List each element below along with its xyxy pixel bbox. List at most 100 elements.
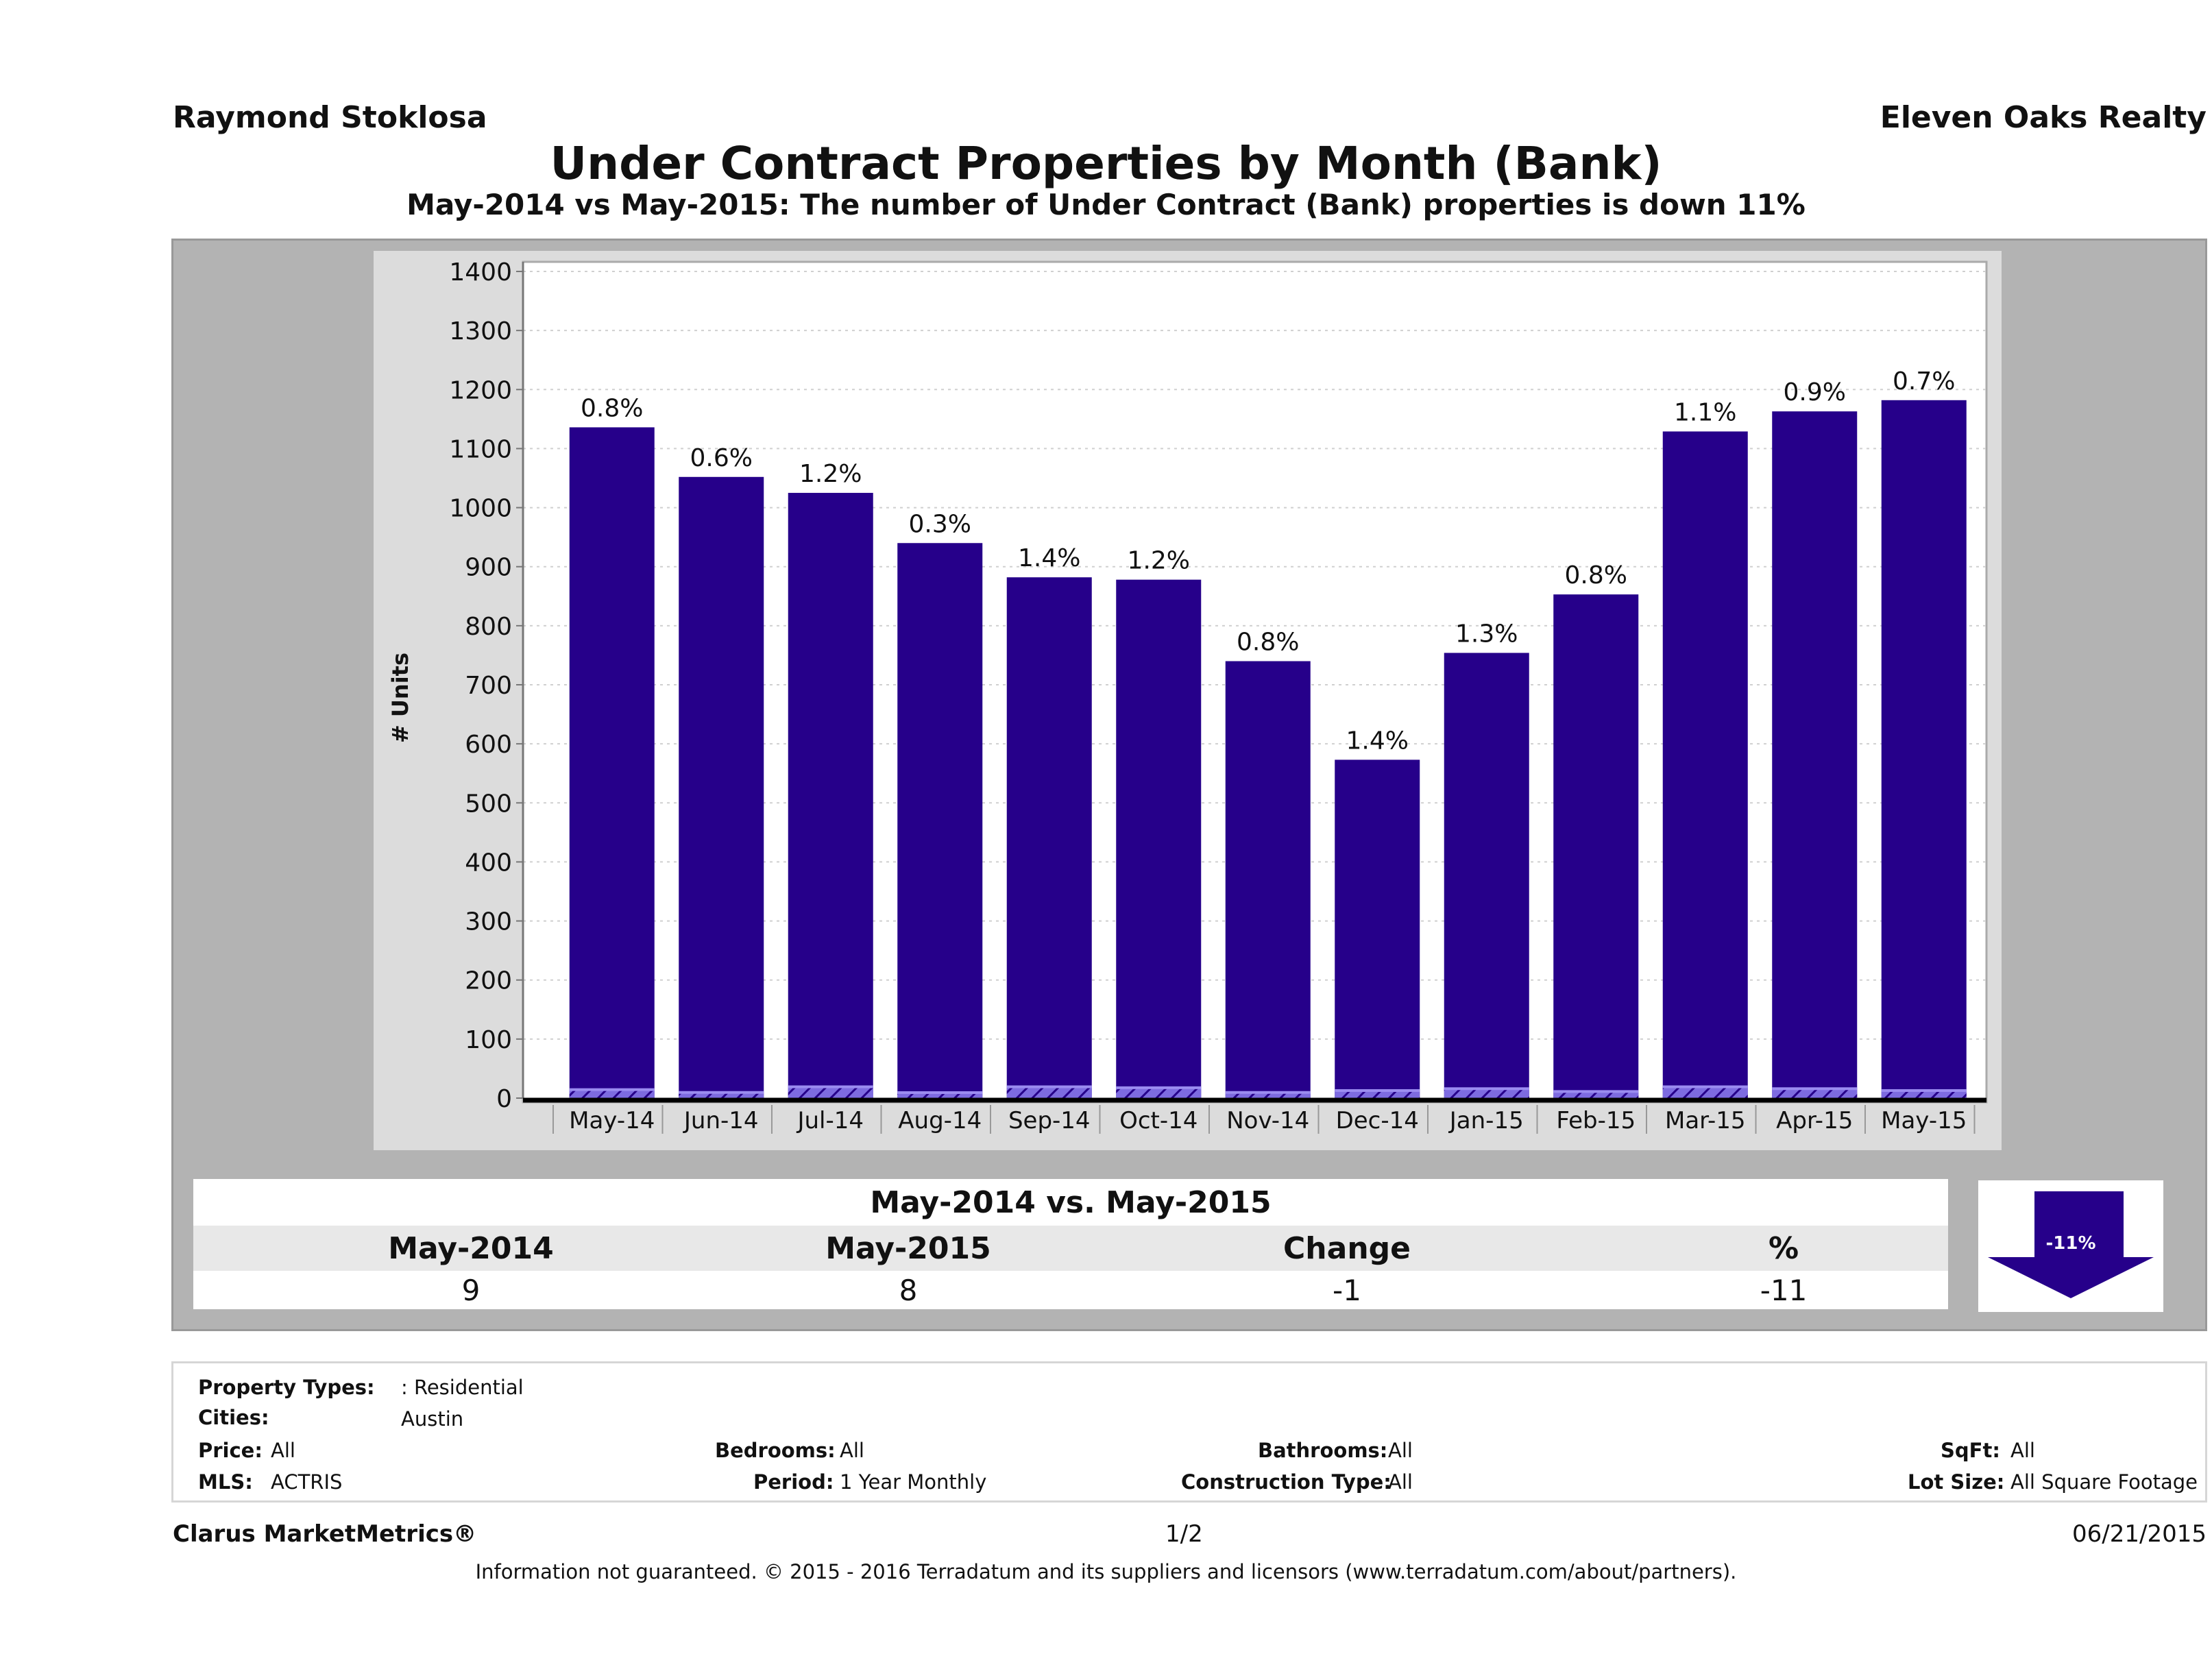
y-axis-title: # Units xyxy=(387,653,413,743)
data-label: 1.4% xyxy=(1346,727,1409,755)
summary-table: May-2014 vs. May-2015 May-2014 May-2015 … xyxy=(193,1179,1948,1316)
x-tick-label: Nov-14 xyxy=(1226,1107,1309,1134)
bar-bank xyxy=(1335,1090,1420,1098)
summary-header-row: May-2014 May-2015 Change % xyxy=(193,1226,1948,1271)
x-tick-label: Sep-14 xyxy=(1008,1107,1091,1134)
filter-value-bathrooms: All xyxy=(1388,1439,1413,1462)
filter-value-price: All xyxy=(271,1439,295,1462)
data-label: 1.2% xyxy=(799,460,862,488)
down-arrow-icon: -11% xyxy=(1988,1191,2154,1298)
summary-value-may-2014: 9 xyxy=(461,1273,481,1307)
bar-chart: 0.8% 0.6% 1.2% 0.3% 1.4% 1.2% 0.8% 1.4% 1.3% 0.8%… xyxy=(387,258,1988,1134)
summary-title-row: May-2014 vs. May-2015 xyxy=(193,1179,1948,1226)
bar-bank xyxy=(1444,1089,1529,1098)
y-tick-label: 1200 xyxy=(449,376,512,404)
filter-label-bathrooms: Bathrooms: xyxy=(1258,1439,1388,1462)
y-tick-label: 100 xyxy=(465,1026,512,1054)
bar-total xyxy=(1444,653,1529,1098)
summary-header-change: Change xyxy=(1283,1230,1411,1266)
summary-header-percent: % xyxy=(1768,1230,1799,1266)
bar-bank xyxy=(1006,1086,1092,1098)
y-tick-label: 1100 xyxy=(449,435,512,463)
bar-total xyxy=(569,427,655,1098)
data-label: 1.3% xyxy=(1455,620,1518,648)
x-tick-label: Jan-15 xyxy=(1448,1107,1524,1134)
summary-header-may-2014: May-2014 xyxy=(388,1230,554,1266)
x-tick-label: Mar-15 xyxy=(1665,1107,1746,1134)
data-label: 0.7% xyxy=(1893,367,1955,396)
filter-label-period: Period: xyxy=(753,1470,834,1494)
data-label: 0.8% xyxy=(1565,561,1627,589)
x-tick-label: Feb-15 xyxy=(1556,1107,1636,1134)
y-tick-label: 200 xyxy=(465,967,512,995)
filters-panel: Property Types: : Residential Cities: Au… xyxy=(171,1361,2207,1503)
bar-total xyxy=(1662,431,1748,1098)
filter-label-cities: Cities: xyxy=(198,1406,269,1429)
bar-total xyxy=(1116,579,1202,1098)
data-label: 1.2% xyxy=(1128,547,1190,575)
footer-disclaimer: Information not guaranteed. © 2015 - 201… xyxy=(475,1560,1737,1583)
y-tick-label: 700 xyxy=(465,672,512,700)
filter-value-construction-type: All xyxy=(1388,1470,1413,1494)
data-label: 0.8% xyxy=(581,394,643,422)
bar-total xyxy=(1006,577,1092,1098)
filter-value-lot-size: All Square Footage xyxy=(2010,1470,2198,1494)
summary-value-may-2015: 8 xyxy=(899,1273,918,1307)
bar-total xyxy=(788,493,873,1098)
company-name: Eleven Oaks Realty xyxy=(1880,100,2207,135)
y-tick-label: 600 xyxy=(465,731,512,759)
bar-total xyxy=(1772,411,1858,1098)
data-label: 0.6% xyxy=(690,444,753,472)
filter-label-sqft: SqFt: xyxy=(1941,1439,2000,1462)
bar-bank xyxy=(569,1089,655,1098)
bar-total xyxy=(679,476,764,1098)
y-tick-label: 400 xyxy=(465,849,512,877)
page-number: 1/2 xyxy=(1165,1520,1203,1548)
filter-label-bedrooms: Bedrooms: xyxy=(715,1439,836,1462)
summary-header-may-2015: May-2015 xyxy=(825,1230,991,1266)
y-tick-label: 1300 xyxy=(449,317,512,345)
bar-bank xyxy=(679,1092,764,1098)
bar-total xyxy=(897,543,983,1098)
y-tick-label: 300 xyxy=(465,908,512,936)
summary-value-change: -1 xyxy=(1333,1273,1361,1307)
filter-value-property-types: : Residential xyxy=(401,1376,524,1399)
chart-subtitle: May-2014 vs May-2015: The number of Unde… xyxy=(406,188,1806,221)
summary-value-percent: -11 xyxy=(1760,1273,1808,1307)
data-label: 0.3% xyxy=(909,510,971,538)
data-label: 0.8% xyxy=(1237,629,1299,657)
filter-value-bedrooms: All xyxy=(840,1439,864,1462)
filter-label-construction-type: Construction Type: xyxy=(1181,1470,1391,1494)
bar-bank xyxy=(1881,1090,1967,1098)
filter-value-sqft: All xyxy=(2010,1439,2035,1462)
bar-bank xyxy=(897,1093,983,1098)
bar-bank xyxy=(788,1086,873,1098)
agent-name: Raymond Stoklosa xyxy=(173,100,487,135)
data-label: 1.4% xyxy=(1018,544,1080,572)
bar-total xyxy=(1553,594,1639,1098)
footer-brand: Clarus MarketMetrics® xyxy=(173,1520,477,1548)
x-tick-label: May-14 xyxy=(569,1107,655,1134)
report-date: 06/21/2015 xyxy=(2072,1520,2207,1548)
bar-bank xyxy=(1772,1089,1858,1098)
y-tick-label: 0 xyxy=(496,1085,512,1113)
filter-label-mls: MLS: xyxy=(198,1470,253,1494)
x-tick-label: Oct-14 xyxy=(1119,1107,1198,1134)
change-indicator-label: -11% xyxy=(2045,1233,2095,1254)
bar-total xyxy=(1881,400,1967,1098)
data-label: 1.1% xyxy=(1674,398,1736,426)
filter-label-lot-size: Lot Size: xyxy=(1908,1470,2005,1494)
change-indicator: -11% xyxy=(1978,1180,2163,1312)
bar-bank xyxy=(1662,1086,1748,1098)
filter-value-period: 1 Year Monthly xyxy=(840,1470,987,1494)
summary-value-row: 9 8 -1 -11 xyxy=(193,1271,1948,1309)
x-tick-label: Jun-14 xyxy=(683,1107,759,1134)
y-tick-label: 1400 xyxy=(449,258,512,287)
y-tick-label: 800 xyxy=(465,613,512,641)
bar-bank xyxy=(1116,1087,1202,1098)
x-tick-label: Aug-14 xyxy=(898,1107,982,1134)
filter-label-price: Price: xyxy=(198,1439,263,1462)
data-label: 0.9% xyxy=(1784,378,1846,406)
bar-total xyxy=(1335,759,1420,1098)
bar-bank xyxy=(1553,1091,1639,1098)
